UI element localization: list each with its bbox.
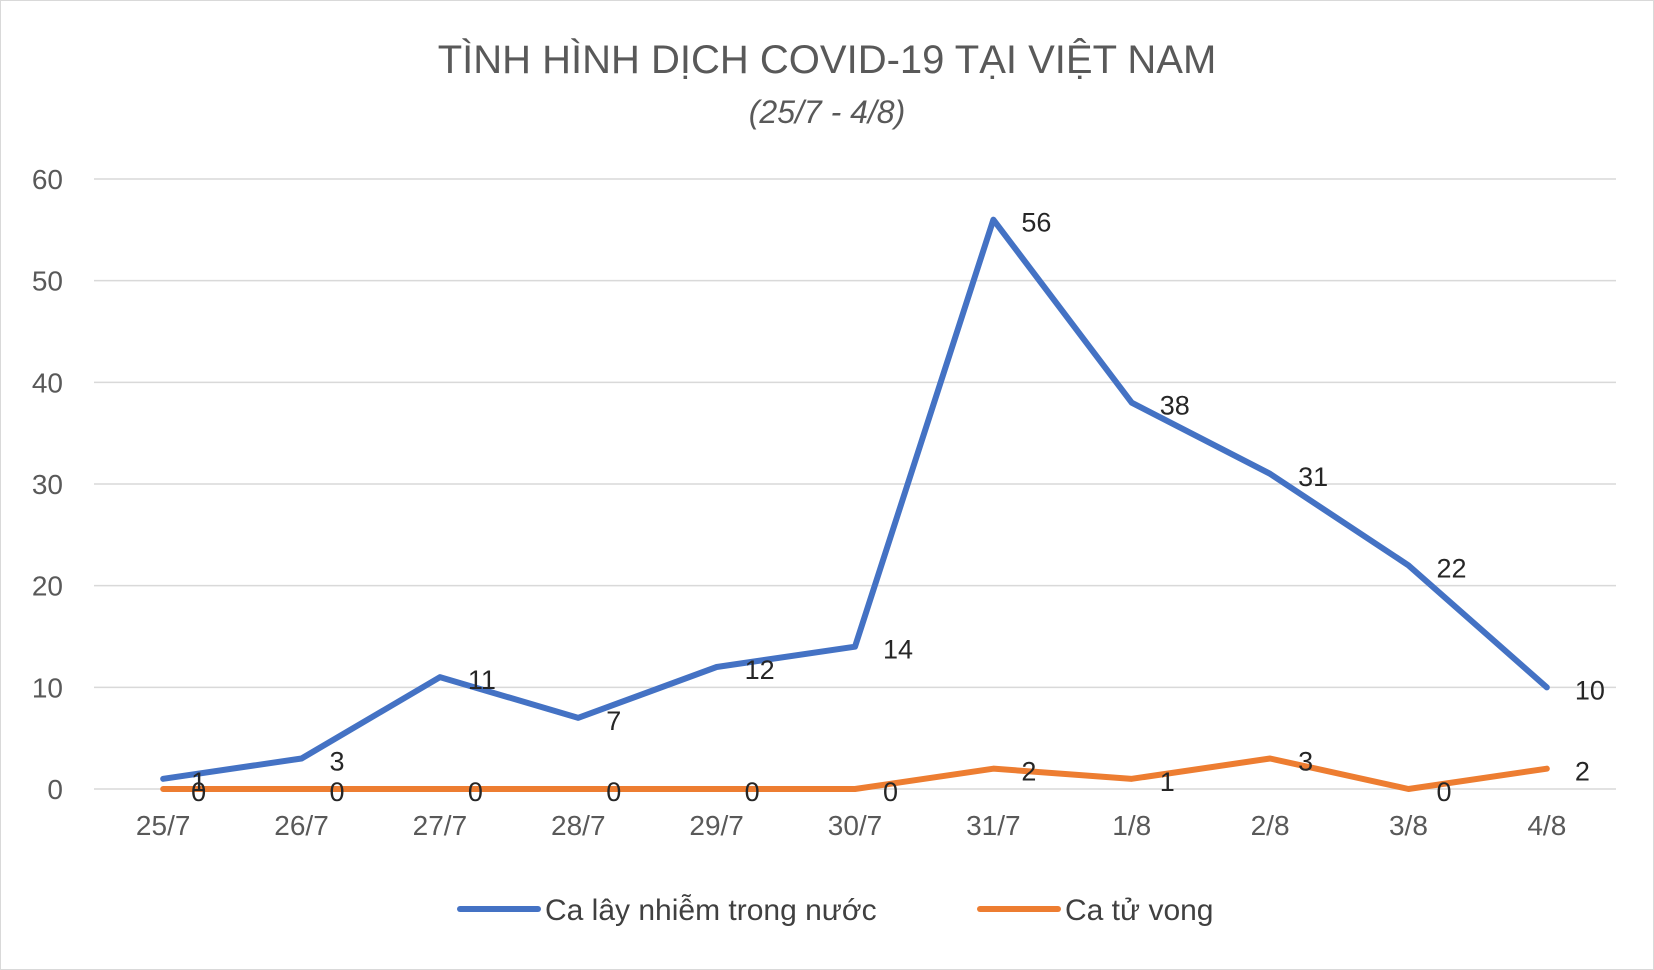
x-tick-label: 2/8 (1251, 810, 1290, 841)
x-tick-label: 28/7 (551, 810, 606, 841)
data-label: 0 (468, 777, 483, 807)
x-tick-label: 26/7 (274, 810, 329, 841)
series-line-1 (160, 216, 1550, 782)
y-tick-label: 30 (32, 469, 63, 500)
data-label: 11 (468, 665, 496, 695)
y-tick-label: 20 (32, 571, 63, 602)
data-label: 3 (330, 747, 345, 777)
legend-label: Ca tử vong (1065, 894, 1214, 927)
chart-subtitle: (25/7 - 4/8) (749, 94, 906, 130)
y-tick-label: 60 (32, 164, 63, 195)
x-tick-label: 1/8 (1112, 810, 1151, 841)
data-label: 1 (191, 767, 206, 797)
legend: Ca lây nhiễm trong nước Ca tử vong (457, 894, 1214, 927)
data-label: 31 (1298, 462, 1328, 492)
x-tick-label: 3/8 (1389, 810, 1428, 841)
chart-title: TÌNH HÌNH DỊCH COVID-19 TẠI VIỆT NAM (438, 37, 1217, 82)
y-tick-label: 10 (32, 672, 63, 703)
x-tick-label: 31/7 (966, 810, 1021, 841)
data-label: 0 (191, 777, 206, 807)
data-label: 14 (883, 635, 913, 665)
legend-label: Ca lây nhiễm trong nước (545, 894, 877, 927)
y-axis-ticks: 0 10 20 30 40 50 60 (32, 164, 63, 805)
data-label: 7 (606, 706, 621, 736)
y-tick-label: 40 (32, 367, 63, 398)
data-label: 0 (1436, 777, 1451, 807)
data-label: 1 (1160, 767, 1175, 797)
data-label: 0 (883, 777, 898, 807)
data-label: 38 (1160, 391, 1190, 421)
gridlines (94, 178, 1616, 790)
data-label: 0 (330, 777, 345, 807)
data-label: 10 (1575, 675, 1605, 705)
y-tick-label: 0 (47, 774, 63, 805)
y-tick-label: 50 (32, 266, 63, 297)
data-label: 0 (606, 777, 621, 807)
x-tick-label: 30/7 (828, 810, 883, 841)
x-tick-label: 25/7 (136, 810, 191, 841)
data-label: 2 (1575, 757, 1590, 787)
data-label: 22 (1436, 553, 1466, 583)
x-tick-label: 27/7 (413, 810, 468, 841)
data-label: 3 (1298, 747, 1313, 777)
x-tick-label: 29/7 (689, 810, 744, 841)
data-label: 0 (745, 777, 760, 807)
data-label: 2 (1021, 757, 1036, 787)
x-tick-label: 4/8 (1527, 810, 1566, 841)
series-line-2 (160, 755, 1550, 792)
series-lines (160, 216, 1550, 792)
x-axis-ticks: 25/7 26/7 27/7 28/7 29/7 30/7 31/7 1/8 2/8 3/8 4/8 (136, 810, 1566, 841)
data-label: 56 (1021, 208, 1051, 238)
data-label: 12 (745, 655, 775, 685)
